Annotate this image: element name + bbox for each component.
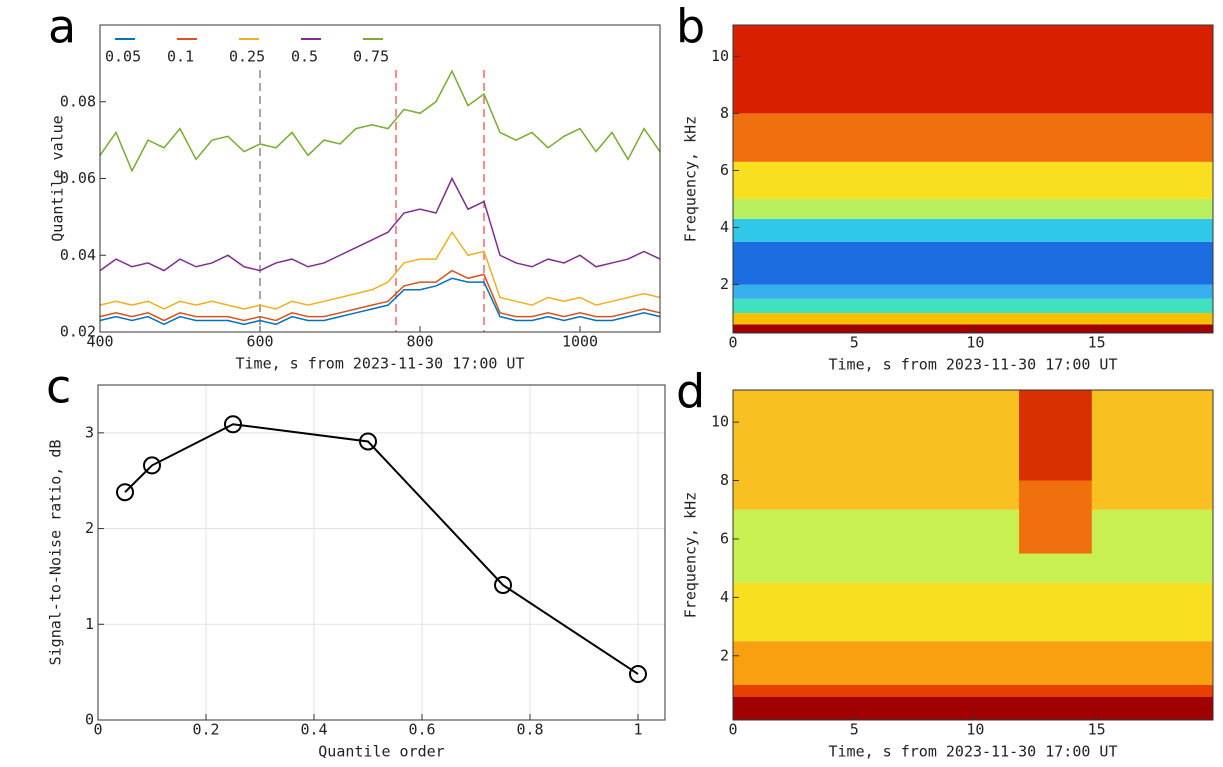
y-tick-label: 8: [720, 104, 729, 122]
x-axis-label: Time, s from 2023-11-30 17:00 UT: [829, 356, 1118, 374]
x-tick-label: 600: [246, 333, 273, 351]
y-tick-label: 4: [720, 588, 729, 606]
y-tick-label: 2: [85, 519, 94, 537]
marker: [116, 483, 134, 502]
marker: [629, 665, 647, 684]
plot-frame: [732, 389, 1214, 721]
spectrogram-cell: [733, 241, 1213, 285]
x-tick-label: 0.6: [408, 721, 435, 739]
x-tick-label: 0: [728, 721, 737, 739]
x-tick-label: 0: [93, 721, 102, 739]
x-tick-label: 15: [1088, 334, 1106, 352]
spectrogram-cell: [733, 298, 1213, 314]
y-axis-label: Frequency, kHz: [682, 116, 700, 242]
x-tick-label: 5: [850, 721, 859, 739]
legend-label: 0.75: [353, 48, 389, 66]
x-tick-label: 10: [966, 334, 984, 352]
spectrogram-cell: [733, 390, 1213, 510]
x-tick-label: 0: [728, 334, 737, 352]
marker: [359, 432, 377, 451]
series-line: [99, 277, 661, 326]
y-tick-label: 0.04: [60, 246, 96, 264]
panel: a 400 600 800 1000 0.02 0.04 0.06 0.08 Time, s fr…: [48, 0, 661, 373]
y-tick-label: 0.06: [60, 169, 96, 187]
x-tick-label: 10: [966, 721, 984, 739]
panel-letter: a: [48, 0, 76, 54]
y-tick-label: 2: [720, 275, 729, 293]
x-tick-label: 0.2: [192, 721, 219, 739]
y-tick-label: 1: [85, 615, 94, 633]
legend-label: 0.05: [105, 48, 141, 66]
x-tick-label: 0.4: [300, 721, 327, 739]
spectrogram-cell: [733, 284, 1213, 299]
marker: [224, 415, 242, 434]
legend-label: 0.25: [229, 48, 265, 66]
x-tick-label: 1: [633, 721, 642, 739]
marker: [494, 576, 512, 595]
panel-letter: b: [676, 0, 705, 54]
marker: [143, 456, 161, 475]
panel-letter: d: [676, 365, 705, 419]
panel: d 0 5 10 15 2 4 6 8 10 Time, s from 2023-11-30 17:…: [676, 365, 1214, 761]
y-tick-label: 4: [720, 218, 729, 236]
y-tick-label: 6: [720, 161, 729, 179]
plot-frame: [97, 384, 666, 721]
y-axis-label: Frequency, kHz: [682, 492, 700, 618]
spectrogram-cell: [733, 509, 1213, 583]
panel: c 0 0.2 0.4 0.6 0.8 1 0 1 2 3 Quantile order Signal-…: [46, 360, 666, 761]
spectrogram-cell: [1019, 390, 1092, 481]
x-tick-label: 0.8: [516, 721, 543, 739]
y-tick-label: 0.08: [60, 92, 96, 110]
spectrogram-cell: [1019, 480, 1092, 554]
legend-label: 0.5: [291, 48, 318, 66]
y-tick-label: 3: [85, 423, 94, 441]
y-axis-label: Quantile value: [49, 115, 67, 241]
series-line: [99, 230, 661, 310]
panel: b 0 5 10 15 2 4 6 8 10 Time, s from 2023-11-30 17:…: [676, 0, 1214, 374]
y-tick-label: 8: [720, 471, 729, 489]
spectrogram-cell: [733, 641, 1213, 685]
x-axis-label: Time, s from 2023-11-30 17:00 UT: [829, 743, 1118, 761]
x-tick-label: 800: [406, 333, 433, 351]
series-line: [99, 69, 661, 173]
spectrogram-cell: [733, 582, 1213, 642]
x-tick-label: 15: [1088, 721, 1106, 739]
spectrogram-cell: [733, 161, 1213, 199]
spectrogram-cell: [733, 198, 1213, 219]
y-tick-label: 10: [711, 47, 729, 65]
series-line: [124, 423, 639, 675]
spectrogram-cell: [733, 324, 1213, 333]
spectrogram-cell: [733, 25, 1213, 114]
series-line: [99, 269, 661, 322]
x-tick-label: 5: [850, 334, 859, 352]
plot-frame: [732, 24, 1214, 334]
y-axis-label: Signal-to-Noise ratio, dB: [47, 440, 65, 666]
spectrogram: [733, 25, 1213, 333]
y-tick-label: 0: [85, 711, 94, 729]
plot-frame: [99, 24, 661, 333]
y-tick-label: 10: [711, 413, 729, 431]
x-tick-label: 1000: [562, 333, 598, 351]
spectrogram-cell: [733, 684, 1213, 697]
legend-label: 0.1: [167, 48, 194, 66]
spectrogram-cell: [733, 218, 1213, 242]
x-axis-label: Quantile order: [318, 743, 444, 761]
y-tick-label: 2: [720, 646, 729, 664]
spectrogram-cell: [733, 696, 1213, 720]
spectrogram-cell: [733, 113, 1213, 162]
series-line: [99, 176, 661, 272]
y-tick-label: 0.02: [60, 323, 96, 341]
x-axis-label: Time, s from 2023-11-30 17:00 UT: [236, 355, 525, 373]
spectrogram-cell: [733, 313, 1213, 325]
spectrogram: [733, 390, 1213, 720]
panel-letter: c: [46, 360, 71, 414]
x-tick-label: 400: [86, 333, 113, 351]
y-tick-label: 6: [720, 529, 729, 547]
